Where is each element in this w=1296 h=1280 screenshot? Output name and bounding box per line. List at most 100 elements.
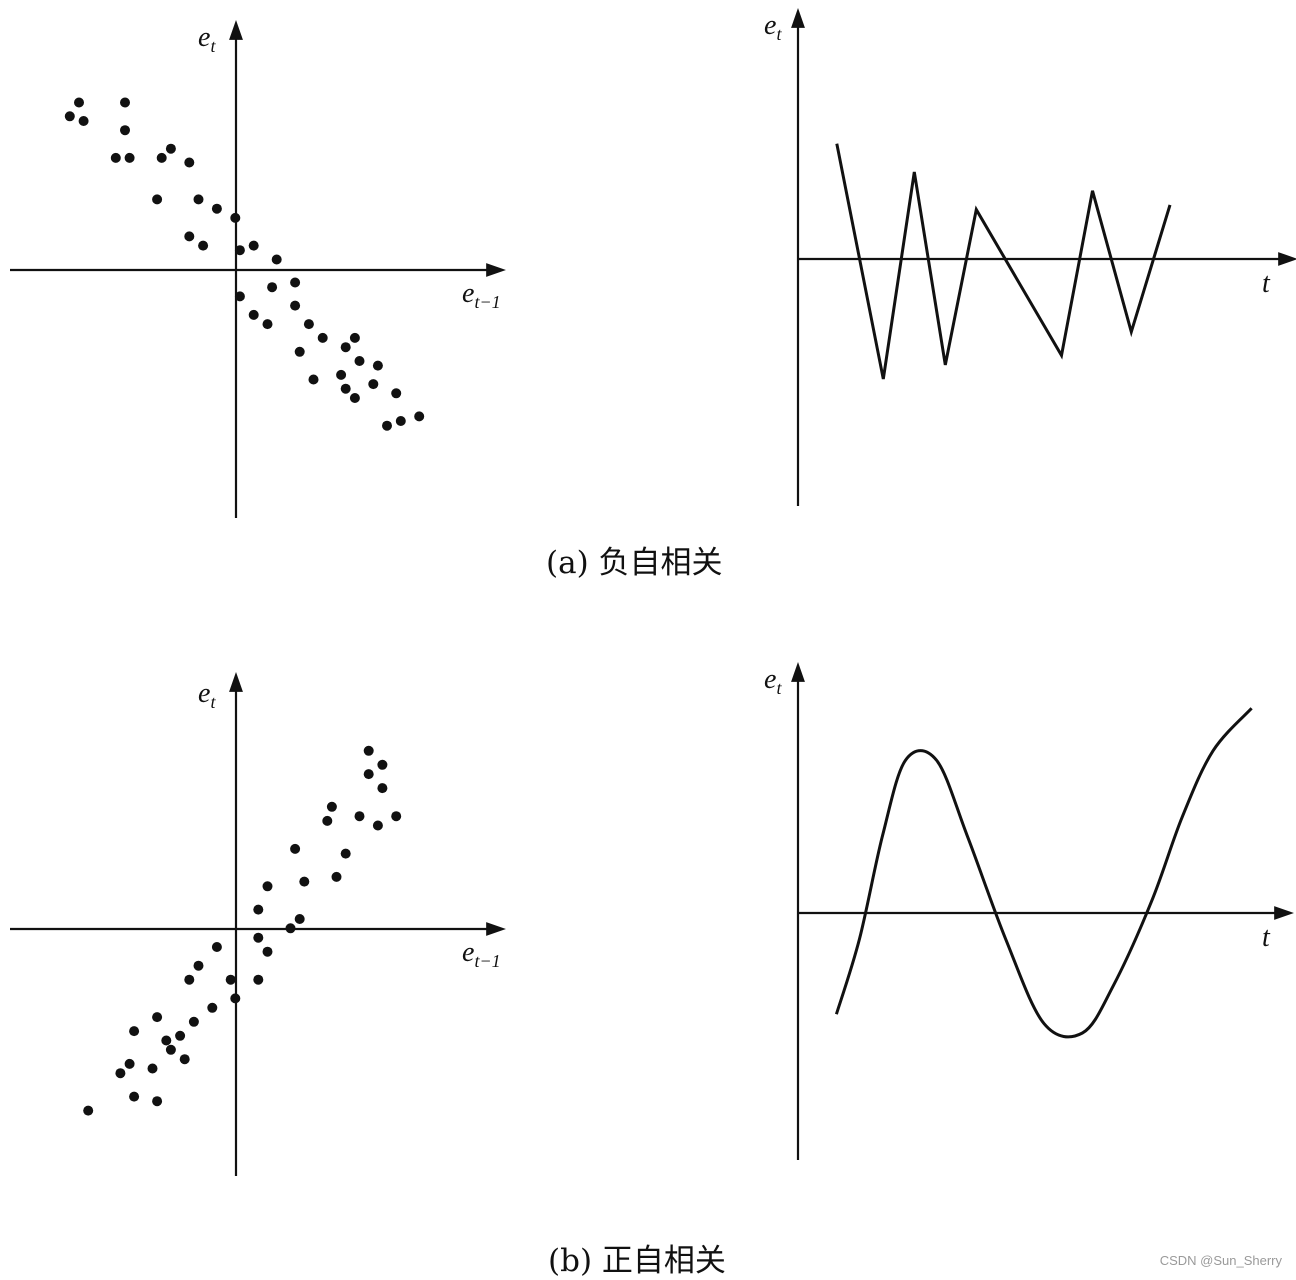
scatter-point-3: [120, 97, 130, 108]
scatter-point-33: [363, 745, 374, 756]
scatter-point-0: [83, 1105, 94, 1116]
scatter-point-31: [308, 374, 319, 385]
scatter-points: [64, 97, 425, 431]
scatter-point-21: [234, 291, 245, 302]
scatter-point-7: [147, 1063, 158, 1074]
scatter-point-20: [267, 282, 278, 293]
series-line: [835, 143, 1172, 380]
scatter-point-1: [115, 1068, 126, 1079]
panel-a-scatter: et et−1: [10, 20, 506, 518]
scatter-point-36: [377, 783, 388, 794]
scatter-point-37: [372, 820, 383, 831]
scatter-point-40: [414, 411, 425, 422]
scatter-point-13: [184, 974, 195, 985]
scatter-point-12: [188, 1016, 199, 1027]
scatter-point-9: [161, 1035, 172, 1046]
scatter-point-31: [340, 848, 351, 859]
scatter-point-9: [184, 157, 195, 168]
scatter-point-25: [294, 914, 305, 924]
scatter-point-27: [299, 876, 310, 887]
y-axis-label: et: [198, 678, 216, 712]
scatter-point-19: [253, 904, 264, 915]
scatter-point-20: [262, 881, 273, 892]
scatter-point-24: [285, 923, 296, 934]
scatter-point-37: [391, 388, 402, 399]
scatter-point-5: [110, 152, 121, 163]
scatter-point-28: [326, 801, 337, 812]
y-axis-label: et: [198, 22, 216, 56]
scatter-point-34: [363, 769, 374, 780]
scatter-point-25: [303, 319, 314, 330]
scatter-point-16: [211, 942, 222, 952]
series-lines: [835, 143, 1172, 380]
scatter-point-15: [207, 1002, 218, 1013]
y-axis-label: et: [764, 10, 782, 44]
scatter-point-4: [120, 125, 130, 136]
scatter-point-22: [248, 309, 259, 320]
scatter-point-21: [253, 932, 264, 943]
scatter-point-14: [184, 231, 195, 242]
scatter-point-35: [349, 393, 360, 403]
scatter-point-33: [372, 360, 383, 371]
scatter-point-8: [165, 143, 176, 154]
scatter-points: [83, 745, 402, 1116]
scatter-point-36: [368, 379, 379, 390]
scatter-point-34: [340, 383, 351, 394]
series-line: [834, 707, 1253, 1039]
scatter-point-30: [331, 871, 342, 882]
scatter-point-32: [336, 369, 347, 380]
scatter-point-22: [262, 946, 273, 957]
scatter-point-26: [317, 332, 328, 343]
panel-b-scatter: et et−1: [10, 672, 506, 1176]
scatter-point-30: [354, 356, 365, 366]
scatter-point-29: [294, 346, 305, 357]
scatter-point-35: [377, 759, 388, 770]
scatter-point-0: [64, 111, 75, 122]
scatter-point-17: [225, 974, 236, 985]
x-axis-label: et−1: [462, 278, 501, 312]
scatter-point-6: [124, 152, 135, 163]
x-axis-label: et−1: [462, 937, 501, 971]
scatter-point-16: [234, 245, 245, 256]
scatter-point-2: [129, 1026, 140, 1037]
watermark: CSDN @Sun_Sherry: [1159, 1253, 1282, 1268]
scatter-point-4: [129, 1091, 140, 1102]
scatter-point-5: [152, 1012, 163, 1023]
scatter-point-29: [322, 815, 333, 826]
scatter-point-28: [349, 332, 360, 343]
scatter-point-19: [290, 277, 301, 288]
caption-a: (a) 负自相关: [546, 545, 723, 581]
scatter-point-23: [253, 974, 264, 985]
scatter-point-2: [78, 116, 89, 126]
scatter-point-10: [175, 1030, 186, 1041]
scatter-point-32: [354, 811, 365, 822]
series-lines: [834, 707, 1253, 1039]
y-axis-label: et: [764, 664, 782, 698]
scatter-point-7: [156, 152, 167, 163]
scatter-point-10: [152, 194, 163, 205]
scatter-point-3: [124, 1058, 135, 1069]
scatter-point-15: [198, 240, 209, 251]
scatter-point-24: [290, 300, 301, 311]
scatter-point-38: [382, 420, 392, 431]
scatter-point-6: [165, 1044, 176, 1055]
x-axis-label: t: [1262, 922, 1271, 953]
scatter-point-8: [152, 1096, 163, 1107]
scatter-point-27: [340, 342, 351, 353]
scatter-point-1: [74, 97, 84, 108]
scatter-point-23: [262, 319, 273, 330]
panel-b-line: et t: [764, 662, 1294, 1160]
scatter-point-14: [193, 960, 204, 971]
x-axis-label: t: [1262, 268, 1271, 299]
scatter-point-11: [179, 1054, 190, 1065]
scatter-point-13: [230, 212, 241, 223]
scatter-point-38: [391, 811, 402, 822]
scatter-point-11: [193, 194, 204, 205]
scatter-point-17: [248, 240, 259, 251]
scatter-point-26: [290, 843, 301, 854]
scatter-point-18: [271, 254, 282, 265]
scatter-point-12: [211, 203, 222, 214]
caption-b: (b) 正自相关: [548, 1243, 726, 1279]
panel-a-line: et t: [764, 8, 1296, 506]
